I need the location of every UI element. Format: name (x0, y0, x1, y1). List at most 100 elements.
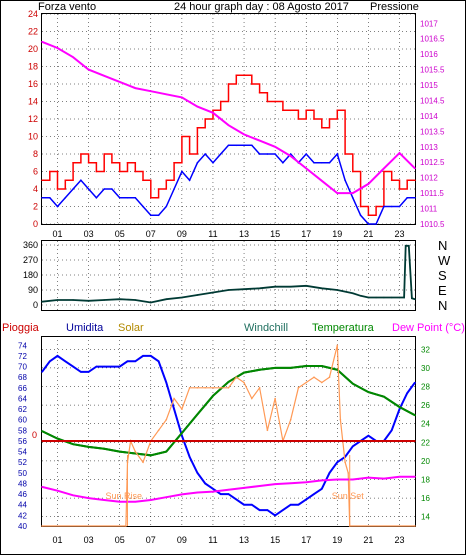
hour-tick-label: 11 (208, 229, 217, 239)
data-point (111, 365, 113, 368)
data-point (336, 478, 339, 481)
data-point-average (196, 162, 199, 164)
data-point-direction (56, 299, 59, 301)
data-point (235, 498, 238, 501)
data-point-gust (313, 118, 315, 120)
pressure-axis: 1010.5 1011 1011.5 1012 1012.5 1013 1013.5 1014… (420, 19, 445, 229)
sun-set-label: Sun Set (332, 491, 365, 501)
direction-tick-label: 0 (33, 300, 38, 310)
hour-tick-label: 01 (53, 535, 63, 545)
wind-tick-label: 12 (28, 114, 38, 124)
data-point (367, 391, 370, 393)
data-point-pressure (212, 112, 214, 114)
series-line-direction (41, 244, 416, 304)
wind-tick-label: 6 (33, 167, 38, 177)
data-point (305, 381, 308, 384)
data-point-pressure (367, 183, 370, 185)
data-point-gust (219, 100, 222, 103)
data-point-gust (103, 153, 105, 155)
data-point-average (157, 214, 160, 217)
data-point (41, 525, 43, 527)
data-point-gust (126, 162, 129, 164)
data-point-pressure (134, 87, 137, 89)
data-point-average (49, 197, 51, 199)
hour-tick-label: 15 (270, 535, 280, 545)
data-point (367, 476, 370, 479)
data-point-average (142, 205, 144, 208)
data-point (142, 461, 144, 464)
data-point (289, 482, 292, 485)
pressure-tick-label: 1011.5 (420, 189, 444, 198)
data-point-direction (196, 294, 199, 296)
data-point (313, 493, 315, 495)
data-point-average (243, 144, 245, 147)
data-point-average (383, 205, 385, 208)
data-point-direction (404, 245, 407, 247)
humidity-tick-label: 48 (18, 479, 27, 488)
data-point-gust (266, 100, 269, 103)
pressure-tick-label: 1011 (420, 205, 438, 214)
temperature-tick-label: 32 (421, 345, 430, 354)
pressure-tick-label: 1010.5 (420, 220, 445, 229)
data-point-gust (251, 83, 253, 85)
data-point-pressure (41, 41, 43, 43)
data-point (41, 440, 43, 442)
data-point-direction (398, 296, 401, 299)
data-point (414, 414, 416, 417)
data-point-gust (87, 162, 90, 164)
data-point-average (41, 197, 43, 199)
data-point (56, 489, 59, 492)
data-point (289, 367, 292, 369)
data-point-gust (49, 170, 51, 173)
humidity-tick-label: 60 (18, 416, 27, 425)
data-point (165, 496, 168, 499)
data-point-gust (344, 153, 346, 155)
data-point-gust (336, 109, 339, 112)
data-point (321, 479, 323, 482)
data-point-average (181, 170, 183, 173)
data-point-average (282, 162, 284, 164)
hour-tick-label: 07 (146, 229, 156, 239)
data-point-average (305, 153, 308, 155)
rain-zero-label: 0 (32, 430, 37, 440)
data-point-direction (258, 287, 261, 290)
data-point (274, 483, 276, 485)
series-line-pressure (41, 40, 416, 195)
data-point-pressure (383, 167, 385, 170)
data-point-gust (181, 135, 183, 138)
header-title: 24 hour graph day : 08 Agosto 2017 (174, 1, 349, 13)
data-point-pressure (165, 93, 168, 96)
data-point-average (375, 223, 377, 225)
data-point-gust (165, 179, 168, 182)
series-line-average (42, 144, 415, 225)
data-point-average (95, 197, 98, 199)
data-point-gust (359, 205, 362, 208)
data-point (398, 408, 401, 410)
pressure-tick-label: 1014 (420, 112, 438, 121)
direction-tick-label: 90 (28, 285, 38, 295)
wind-tick-label: 4 (33, 184, 38, 194)
hour-tick-label: 23 (394, 229, 404, 239)
wind-tick-label: 24 (28, 9, 38, 19)
data-point (72, 365, 74, 368)
data-point (134, 360, 137, 363)
data-point-average (165, 205, 168, 208)
data-point (339, 418, 342, 421)
data-point-direction (274, 285, 276, 288)
humidity-tick-label: 72 (18, 352, 27, 361)
data-point-gust (64, 179, 67, 182)
data-point (103, 365, 105, 368)
data-point-gust (111, 162, 113, 164)
data-point (398, 406, 401, 408)
data-point-direction (336, 289, 339, 291)
data-point-direction (390, 296, 393, 299)
humidity-tick-label: 52 (18, 458, 27, 467)
data-point (352, 478, 354, 481)
data-point-direction (87, 300, 90, 302)
data-point (235, 376, 238, 379)
humidity-tick-label: 64 (18, 394, 27, 403)
data-point-average (126, 197, 129, 199)
data-point-pressure (414, 167, 416, 170)
data-point (289, 418, 292, 421)
